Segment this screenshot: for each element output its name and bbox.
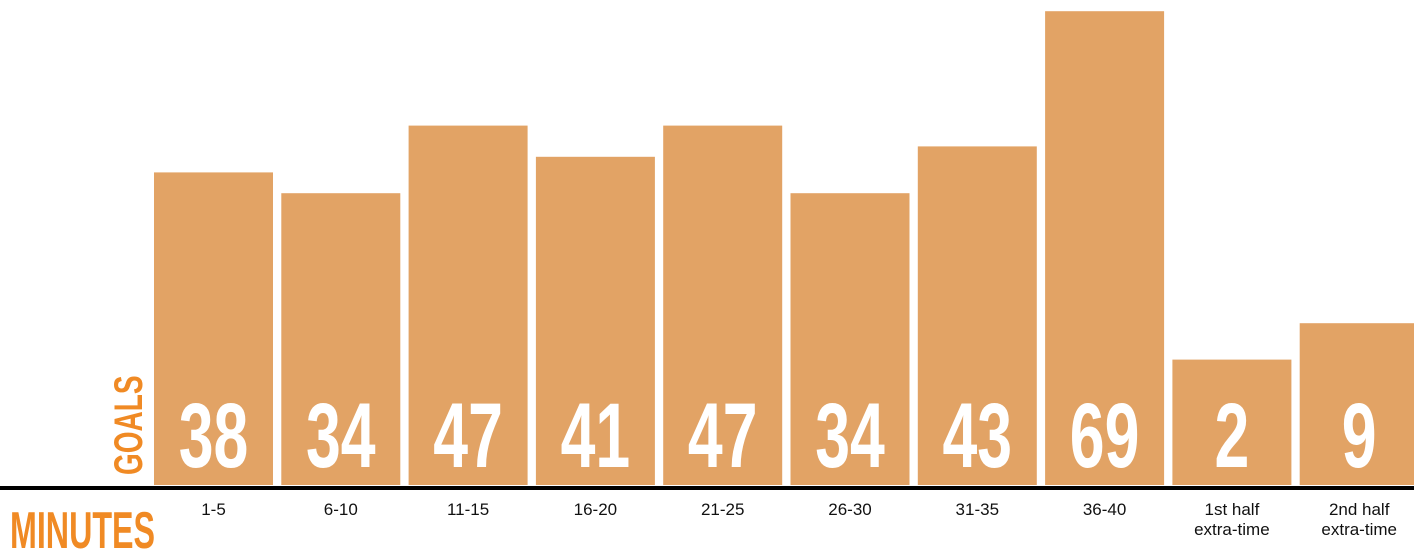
value-label: 47 bbox=[433, 384, 503, 487]
value-label: 34 bbox=[815, 384, 885, 487]
x-tick-label: 21-25 bbox=[681, 500, 765, 520]
x-tick-label: 26-30 bbox=[808, 500, 892, 520]
x-tick-label: 31-35 bbox=[935, 500, 1019, 520]
value-label: 47 bbox=[688, 384, 758, 487]
x-tick-label: 11-15 bbox=[426, 500, 510, 520]
y-axis-label: GOALS bbox=[107, 375, 151, 475]
value-label: 2 bbox=[1215, 384, 1250, 487]
value-label: 34 bbox=[306, 384, 376, 487]
value-label: 38 bbox=[179, 384, 249, 487]
x-axis-label: MINUTES bbox=[10, 502, 155, 555]
x-tick-label: 1st half extra-time bbox=[1190, 500, 1274, 540]
x-tick-label: 2nd half extra-time bbox=[1317, 500, 1401, 540]
value-label: 9 bbox=[1342, 384, 1377, 487]
chart: GOALS MINUTES 38 34 47 41 47 34 43 69 29 bbox=[0, 0, 1414, 555]
x-tick-label: 1-5 bbox=[172, 500, 256, 520]
x-tick-label: 36-40 bbox=[1063, 500, 1147, 520]
value-label: 43 bbox=[943, 384, 1013, 487]
value-label: 41 bbox=[561, 384, 631, 487]
x-tick-label: 6-10 bbox=[299, 500, 383, 520]
x-tick-label: 16-20 bbox=[553, 500, 637, 520]
value-label: 69 bbox=[1070, 384, 1140, 487]
page: {"chart_data": {"type": "bar", "y_label"… bbox=[0, 0, 1414, 555]
